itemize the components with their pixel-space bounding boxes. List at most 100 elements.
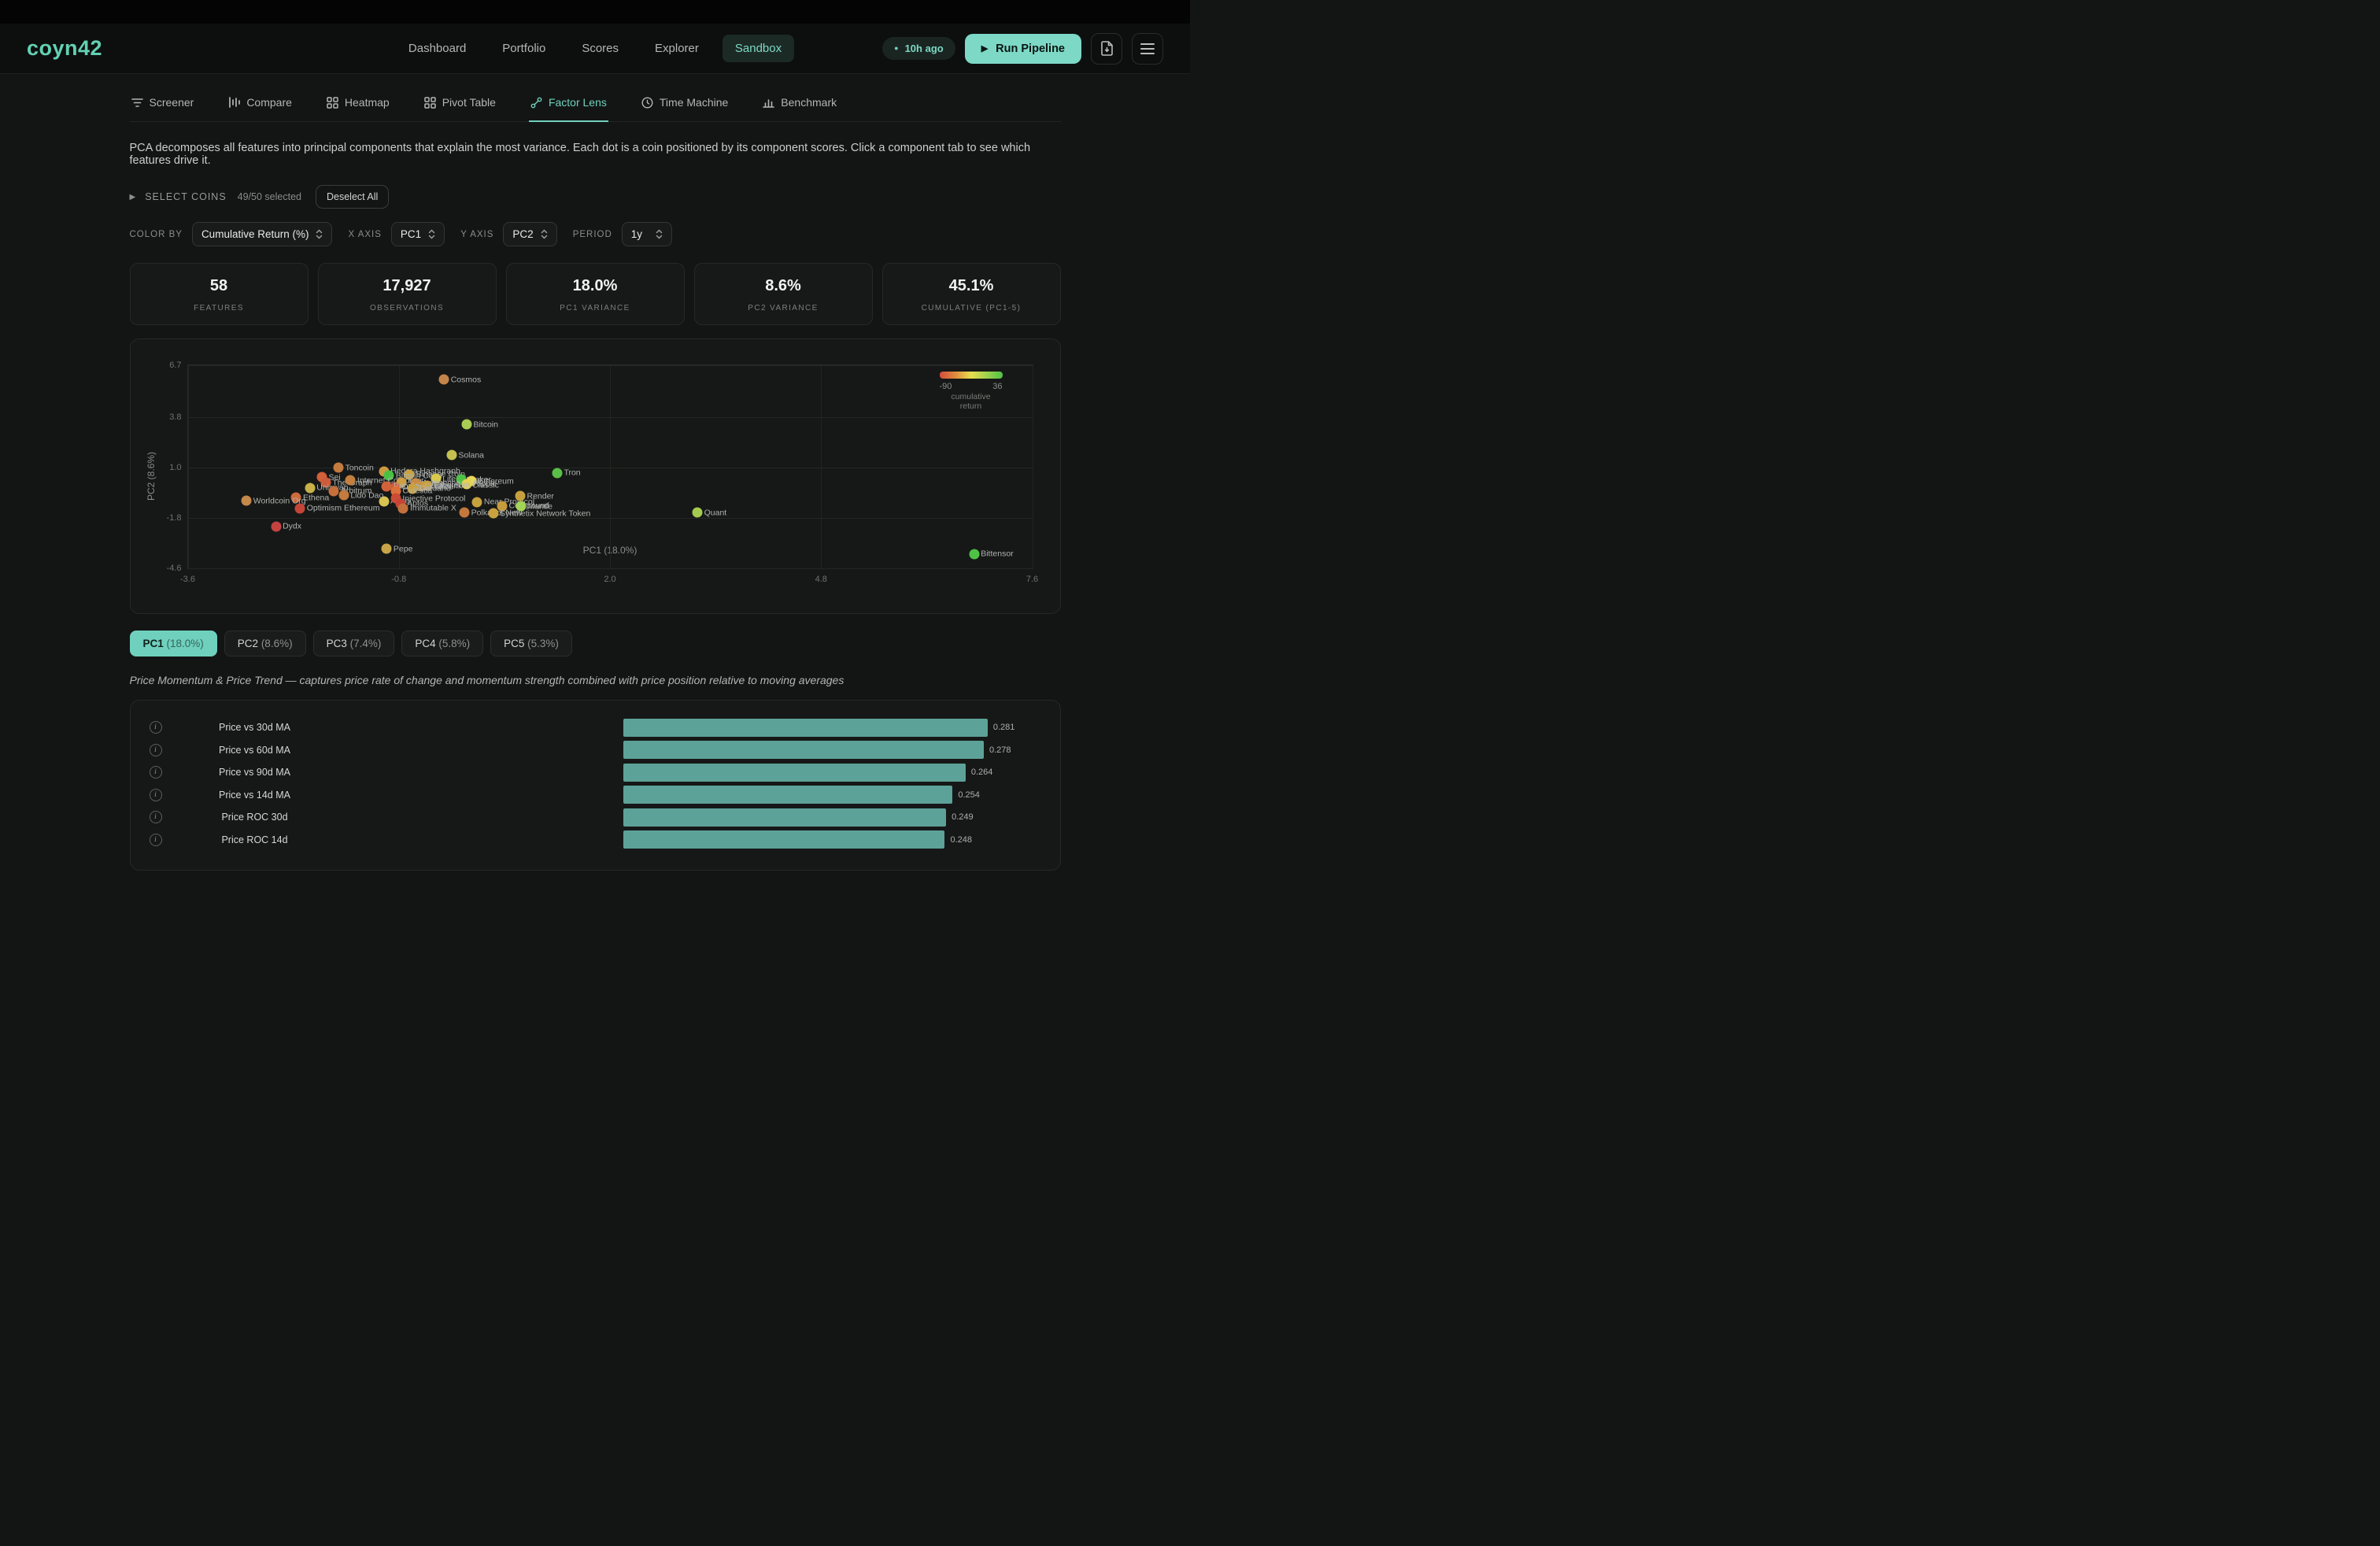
scatter-plot-area[interactable]: PC1 (18.0%) -90 36 cumulative return 6.7… — [167, 361, 1039, 584]
caret-right-icon[interactable]: ▶ — [129, 192, 136, 202]
scatter-point-bittensor[interactable]: Bittensor — [969, 549, 1014, 560]
scatter-point-ethena[interactable]: Ethena — [290, 492, 329, 503]
feature-label: Price vs 14d MA — [218, 789, 290, 801]
nav-item-portfolio[interactable]: Portfolio — [502, 42, 546, 55]
run-pipeline-label: Run Pipeline — [996, 42, 1065, 55]
stat-label: PC2 VARIANCE — [748, 304, 819, 313]
scatter-point-label: Render — [527, 491, 554, 501]
nav-item-sandbox[interactable]: Sandbox — [722, 35, 795, 62]
gridline-v — [821, 365, 822, 568]
scatter-point-label: Celestia — [402, 486, 433, 496]
tab-label: Time Machine — [659, 96, 729, 109]
scatter-point-tron[interactable]: Tron — [552, 468, 581, 479]
scatter-point-label: Optimism Ethereum — [306, 503, 380, 513]
scatter-point-near-protocol[interactable]: Near Protocol — [471, 497, 534, 508]
scatter-point-bitcoin-cash[interactable]: Bitcoin Cash — [383, 470, 442, 481]
scatter-point-label: Ethereum Classic — [434, 480, 499, 490]
scatter-point-injective-protocol[interactable]: Injective Protocol — [390, 493, 465, 504]
loading-value: 0.264 — [970, 767, 993, 778]
loading-value: 0.249 — [952, 812, 974, 823]
scatter-point-label: Bittensor — [981, 549, 1014, 559]
info-icon[interactable]: i — [149, 721, 162, 734]
scatter-point-optimism-ethereum[interactable]: Optimism Ethereum — [294, 503, 380, 513]
tab-benchmark[interactable]: Benchmark — [761, 94, 838, 122]
period-select[interactable]: 1y — [621, 222, 672, 246]
y-axis-title: PC2 (8.6%) — [145, 451, 157, 501]
x-axis-select[interactable]: PC1 — [390, 222, 445, 246]
pc-component-tabs: PC1 (18.0%) PC2 (8.6%) PC3 (7.4%) PC4 (5.8%… — [129, 631, 1061, 656]
run-pipeline-button[interactable]: ▶ Run Pipeline — [964, 33, 1081, 64]
scatter-point-arbitrum[interactable]: Arbitrum — [328, 486, 372, 497]
play-icon: ▶ — [981, 44, 989, 54]
scatter-point-cardano[interactable]: Cardano — [407, 483, 451, 494]
scatter-point-synthetix-network-token[interactable]: Synthetix Network Token — [488, 508, 590, 519]
tab-compare[interactable]: Compare — [227, 94, 294, 122]
scatter-point-polkadot-new[interactable]: Polkadot New — [459, 507, 522, 518]
scatter-point-solana[interactable]: Solana — [446, 449, 484, 460]
tab-time-machine[interactable]: Time Machine — [640, 94, 730, 122]
tab-screener[interactable]: Screener — [130, 94, 196, 122]
feature-label: Price ROC 14d — [221, 834, 288, 845]
scatter-point-label: Quant — [704, 508, 727, 518]
scatter-point-cosmos[interactable]: Cosmos — [438, 374, 481, 385]
scatter-point-toncoin[interactable]: Toncoin — [333, 462, 374, 473]
scatter-point-mantle[interactable]: Mantle — [516, 501, 552, 512]
pc-tab-pc3[interactable]: PC3 (7.4%) — [312, 631, 395, 656]
tab-heatmap[interactable]: Heatmap — [325, 94, 391, 122]
menu-button[interactable] — [1132, 32, 1163, 65]
export-file-button[interactable] — [1091, 32, 1122, 65]
deselect-all-button[interactable]: Deselect All — [315, 185, 390, 209]
info-icon[interactable]: i — [149, 766, 162, 779]
scatter-point-internet-computer[interactable]: Internet Computer — [345, 475, 424, 486]
stat-value: 8.6% — [765, 277, 801, 294]
scatter-point-binance-coin[interactable]: Binance Coin — [404, 469, 465, 480]
pc-tab-pc5[interactable]: PC5 (5.3%) — [490, 631, 572, 656]
pc-tab-pc1[interactable]: PC1 (18.0%) — [129, 631, 217, 656]
scatter-point-bitcoin[interactable]: Bitcoin — [461, 419, 498, 430]
feature-label: Price vs 90d MA — [218, 767, 290, 779]
scatter-point-lido-dao[interactable]: Lido Dao — [338, 490, 383, 501]
tab-factor-lens[interactable]: Factor Lens — [528, 94, 608, 122]
info-icon[interactable]: i — [149, 833, 162, 846]
scatter-point-label: Dydx — [283, 521, 302, 531]
scatter-point-label: Worldcoin Org — [253, 496, 306, 506]
nav-item-dashboard[interactable]: Dashboard — [408, 42, 467, 55]
color-by-select[interactable]: Cumulative Return (%) — [191, 222, 333, 246]
scatter-point-pepe[interactable]: Pepe — [381, 543, 412, 554]
nav-right: ● 10h ago ▶ Run Pipeline — [882, 32, 1163, 65]
scatter-point-worldcoin-org[interactable]: Worldcoin Org — [241, 495, 306, 506]
tab-pivot-table[interactable]: Pivot Table — [423, 94, 497, 122]
scatter-point-quant[interactable]: Quant — [692, 507, 726, 518]
hamburger-icon — [1140, 43, 1155, 54]
section-tabbar: Screener Compare Heatmap Pivot Table Fac… — [129, 94, 1061, 122]
loading-value: 0.278 — [989, 745, 1011, 755]
tab-label: Screener — [149, 96, 194, 109]
loading-bar-track: 0.264 — [623, 761, 1041, 784]
info-icon[interactable]: i — [149, 788, 162, 801]
nav-item-scores[interactable]: Scores — [582, 42, 619, 55]
color-by-label: COLOR BY — [129, 229, 183, 239]
nav-item-explorer[interactable]: Explorer — [655, 42, 699, 55]
pca-description: PCA decomposes all features into princip… — [129, 142, 1031, 167]
scatter-point-dydx[interactable]: Dydx — [271, 521, 301, 532]
pc-tab-pc2[interactable]: PC2 (8.6%) — [224, 631, 306, 656]
feature-label: Price vs 30d MA — [218, 722, 290, 734]
scatter-point-ripple[interactable]: Ripple — [461, 479, 497, 490]
scatter-point-ethereum-classic[interactable]: Ethereum Classic — [422, 480, 499, 491]
scatter-point-label: Injective Protocol — [402, 494, 466, 504]
loading-bar — [623, 808, 947, 827]
scatter-point-label: Ripple — [473, 479, 497, 489]
scatter-point-label: Chainlink — [427, 481, 463, 491]
scatter-point-render[interactable]: Render — [515, 490, 554, 501]
y-axis-select[interactable]: PC2 — [503, 222, 557, 246]
y-axis-label: Y AXIS — [460, 229, 494, 239]
scatter-point-uniswap[interactable]: Uniswap — [305, 483, 348, 494]
period-label: PERIOD — [572, 229, 612, 239]
info-icon[interactable]: i — [149, 811, 162, 824]
x-tick-label: -0.8 — [391, 575, 407, 584]
scatter-point-immutable-x[interactable]: Immutable X — [397, 503, 456, 513]
scatter-point-label: Sei — [328, 472, 341, 483]
info-icon[interactable]: i — [149, 743, 162, 756]
pc-tab-pc4[interactable]: PC4 (5.8%) — [401, 631, 484, 656]
select-coins-label[interactable]: SELECT COINS — [145, 191, 227, 202]
